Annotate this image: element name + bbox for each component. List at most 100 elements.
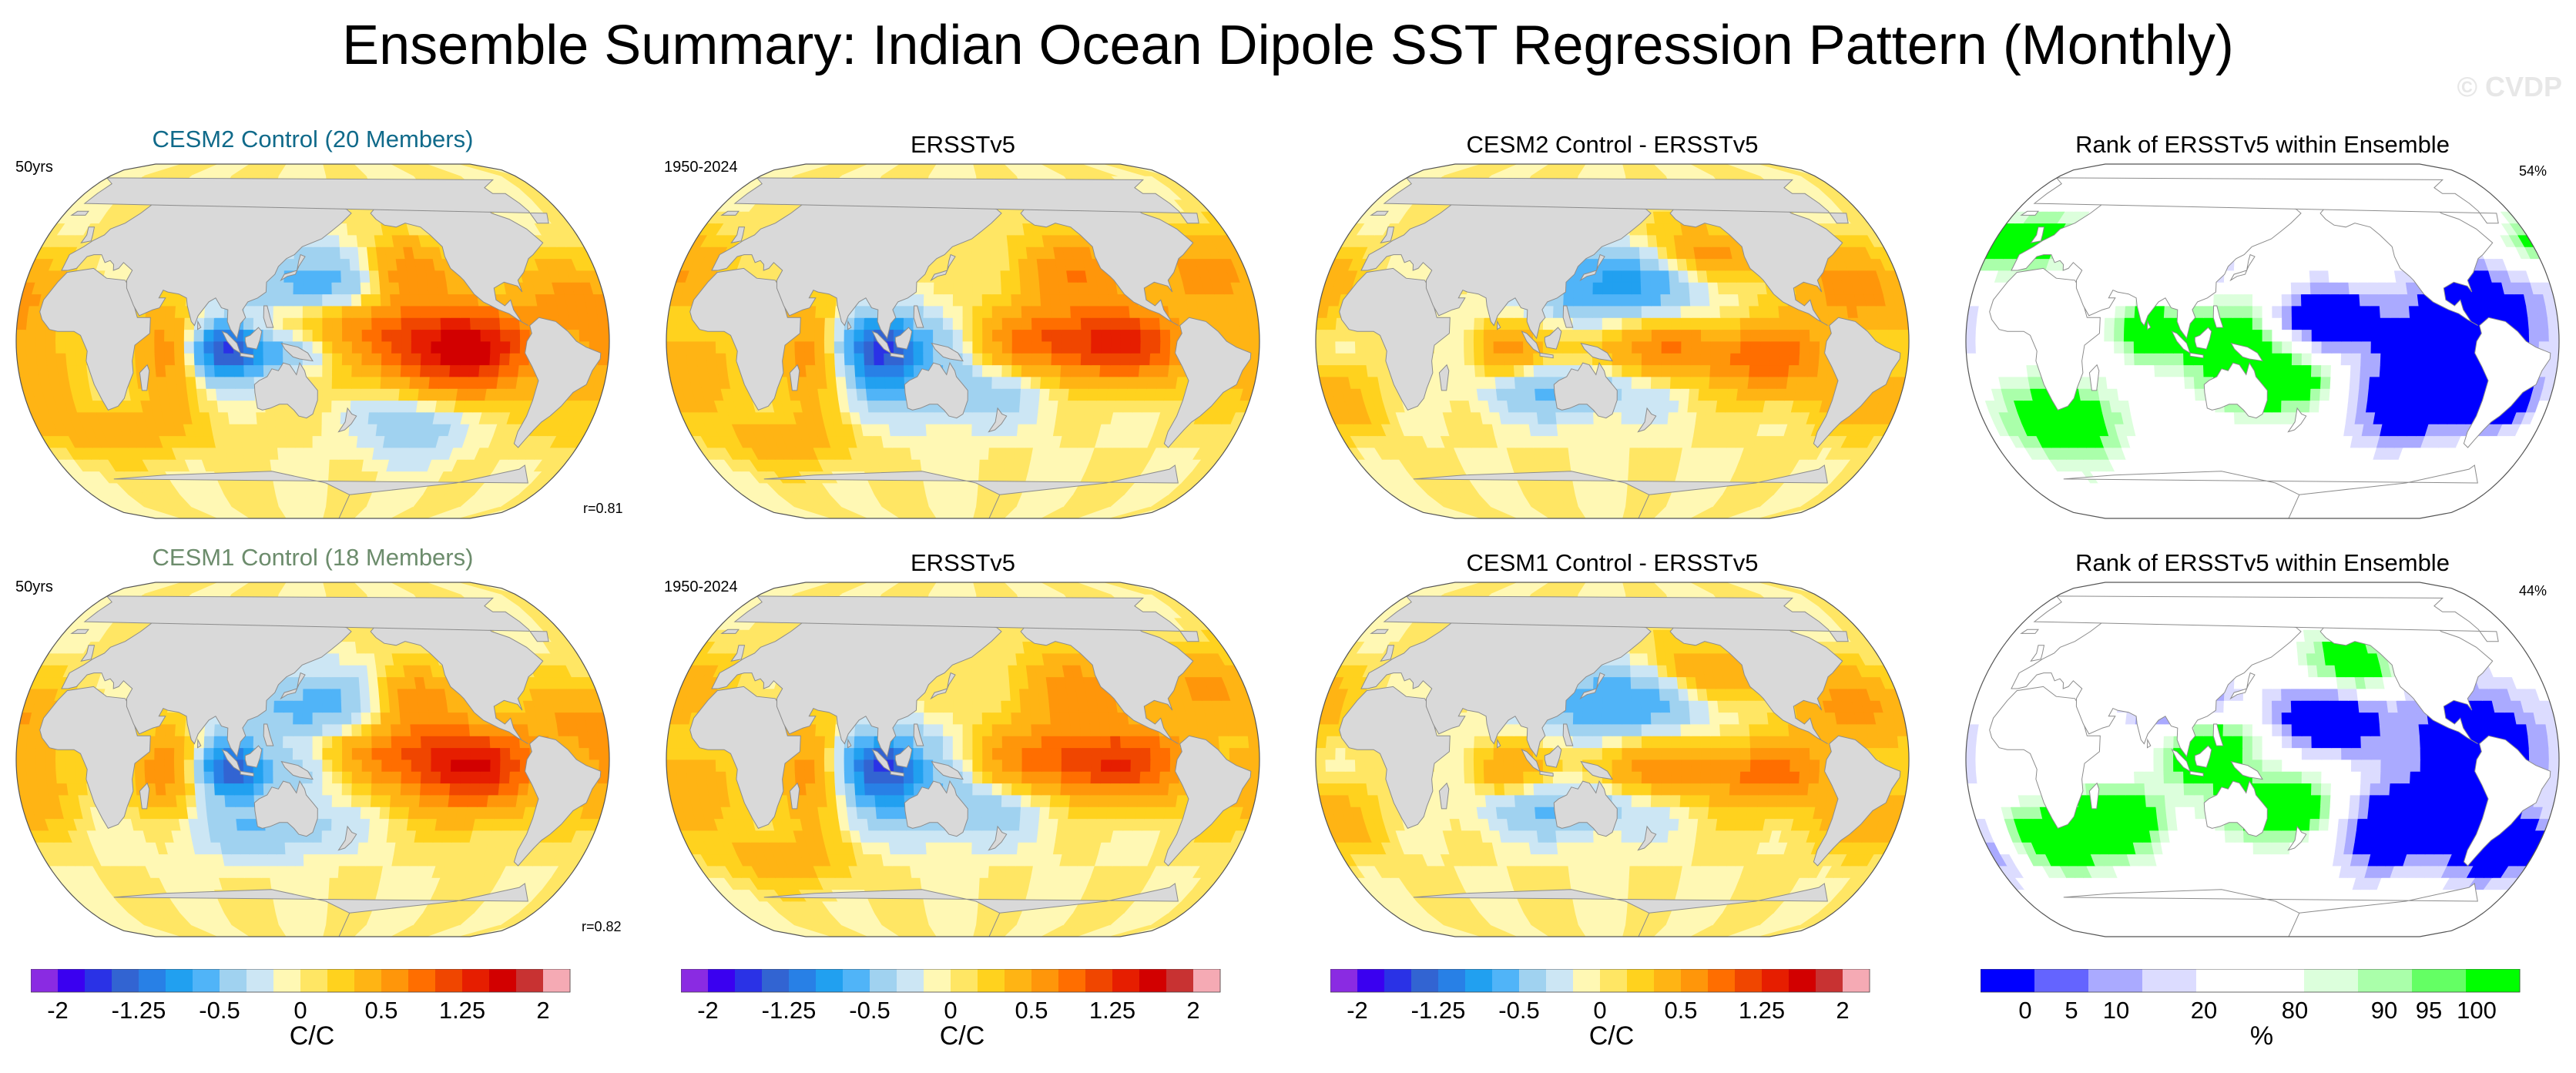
land-australia <box>253 361 318 419</box>
colorbar-swatch <box>193 969 220 992</box>
colorbar-swatch <box>1031 969 1059 992</box>
land-uk <box>1380 226 1395 243</box>
years-label-cesm1: 50yrs <box>15 578 53 595</box>
colorbar-swatch <box>489 969 517 992</box>
land-africa <box>1989 686 2101 830</box>
land-southAmerica <box>2463 317 2551 448</box>
panel-title-cesm2: CESM2 Control (20 Members) <box>152 126 474 153</box>
land-africa <box>39 686 151 830</box>
colorbar-swatch <box>1573 969 1601 992</box>
colorbar-swatch <box>789 969 817 992</box>
map-cesm2-minus-ersst <box>1315 163 1910 519</box>
land-borneo <box>2194 327 2212 350</box>
land-sriLanka <box>196 320 202 330</box>
map-ersst-row1 <box>666 163 1260 519</box>
colorbar-swatch <box>843 969 870 992</box>
land-borneo <box>894 327 913 350</box>
field-cells <box>1966 164 2559 518</box>
land-greenland <box>1383 177 1849 224</box>
land-java <box>890 770 904 777</box>
globe-outline <box>15 163 610 519</box>
land-southAmerica <box>513 317 602 448</box>
colorbar-tick-label: -2 <box>47 997 69 1023</box>
panel-title-rank-row2: Rank of ERSSTv5 within Ensemble <box>2075 549 2450 576</box>
years-label-obs-row1: 1950-2024 <box>664 159 738 176</box>
land-uk <box>1380 645 1395 662</box>
colorbar-swatch <box>1627 969 1655 992</box>
land-antarctica <box>113 464 528 518</box>
colorbar-tick-label: -1.25 <box>1411 997 1466 1023</box>
panel-title-rank-row1: Rank of ERSSTv5 within Ensemble <box>2075 131 2450 158</box>
colorbar-tick-label: -2 <box>1347 997 1368 1023</box>
land-australia <box>1553 780 1618 837</box>
colorbar-tick-label: 0.5 <box>364 997 397 1023</box>
colorbar-swatch <box>1193 969 1221 992</box>
colorbar-swatch <box>408 969 436 992</box>
land-madagascar <box>789 782 800 810</box>
land-borneo <box>244 745 263 768</box>
colorbar-swatch <box>1600 969 1628 992</box>
colorbar-swatch <box>1465 969 1493 992</box>
land-newZealand <box>337 825 357 851</box>
land-sriLanka <box>847 320 852 330</box>
globe-outline <box>1315 163 1910 519</box>
land-japan <box>280 253 306 282</box>
land-greenland <box>733 595 1199 642</box>
sst-colorbar-2: -2 -1.25 -0.5 0 0.5 1.25 2 <box>681 969 1221 1023</box>
land-sriLanka <box>2146 320 2152 330</box>
map-rank-row1 <box>1965 163 2560 519</box>
land-southAmerica <box>1813 735 1901 867</box>
panel-title-diff-row1: CESM2 Control - ERSSTv5 <box>1466 131 1759 158</box>
land-iceland <box>720 210 740 216</box>
land-iceland <box>720 629 740 634</box>
colorbar-swatch <box>354 969 382 992</box>
field-cells <box>1316 582 1909 937</box>
colorbar-swatch <box>1519 969 1547 992</box>
colorbar-tick-label: -0.5 <box>849 997 890 1023</box>
land-philippines <box>263 723 274 746</box>
land-newGuinea <box>2230 760 2263 780</box>
land-antarctica <box>2063 464 2478 518</box>
field-cells <box>1966 582 2559 937</box>
land-java <box>240 770 254 777</box>
land-greenland <box>2033 177 2499 224</box>
land-madagascar <box>2088 364 2100 391</box>
colorbar-tick-label: -0.5 <box>1498 997 1539 1023</box>
land-iceland <box>70 210 89 216</box>
land-southAmerica <box>1163 735 1252 867</box>
colorbar-frame <box>1330 969 1870 993</box>
land-newZealand <box>988 407 1008 433</box>
land-australia <box>904 780 968 837</box>
colorbar-swatch <box>2358 969 2413 992</box>
field-cells <box>1316 164 1909 518</box>
colorbar-unit-1: C/C <box>289 1021 335 1051</box>
colorbar-unit-3: C/C <box>1588 1021 1635 1051</box>
land-java <box>2189 352 2204 359</box>
land-australia <box>253 780 318 837</box>
land-iceland <box>2020 629 2039 634</box>
globe-outline <box>666 582 1260 937</box>
land-japan <box>930 672 956 700</box>
land-newZealand <box>988 825 1008 851</box>
colorbar-tick-label: 80 <box>2282 997 2308 1023</box>
land-philippines <box>1562 305 1574 328</box>
colorbar-swatch <box>1816 969 1843 992</box>
colorbar-tick-label: 20 <box>2191 997 2217 1023</box>
land-newGuinea <box>280 760 314 780</box>
land-africa <box>1339 686 1451 830</box>
land-java <box>240 352 254 359</box>
land-japan <box>930 253 956 282</box>
land-southAmerica <box>513 735 602 867</box>
land-southAmerica <box>1813 317 1901 448</box>
land-greenland <box>2033 595 2499 642</box>
land-greenland <box>733 177 1199 224</box>
land-java <box>1539 770 1554 777</box>
colorbar-frame <box>681 969 1221 993</box>
land-africa <box>689 267 801 411</box>
colorbar-swatch <box>2088 969 2143 992</box>
land-madagascar <box>1438 782 1450 810</box>
colorbar-tick-label: 5 <box>2064 997 2078 1023</box>
land-sriLanka <box>847 738 852 749</box>
colorbar-tick-label: 0 <box>293 997 307 1023</box>
colorbar-tick-label: 95 <box>2416 997 2442 1023</box>
